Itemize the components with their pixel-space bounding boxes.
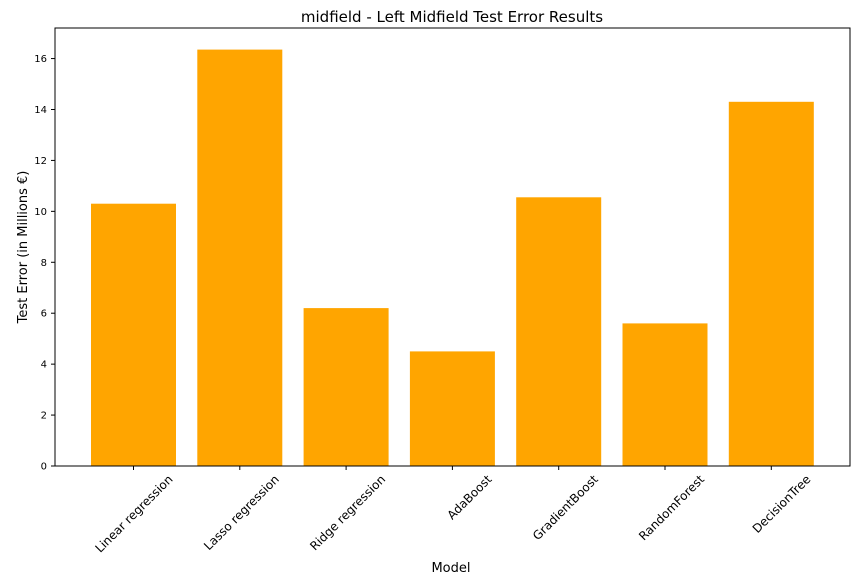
y-tick-label: 0 <box>41 462 47 473</box>
y-tick-label: 16 <box>34 54 47 65</box>
y-axis-ticks: 0 2 4 6 8 10 12 14 16 <box>34 54 55 473</box>
bar-ridge-regression <box>303 308 389 466</box>
x-tick-label: AdaBoost <box>444 472 494 522</box>
y-tick-label: 12 <box>34 156 47 167</box>
bar-randomforest <box>622 323 708 466</box>
x-tick-label: Ridge regression <box>307 472 388 553</box>
y-tick-label: 8 <box>41 258 47 269</box>
x-tick-label: Lasso regression <box>201 472 282 553</box>
bar-decisiontree <box>728 101 814 467</box>
y-tick-label: 14 <box>34 105 47 116</box>
x-tick-label: Linear regression <box>92 472 175 555</box>
bar-linear-regression <box>91 203 176 466</box>
y-axis-label: Test Error (in Millions €) <box>16 171 31 325</box>
x-axis-label: Model <box>431 561 470 576</box>
bars-group <box>91 49 814 467</box>
chart-title: midfield - Left Midfield Test Error Resu… <box>301 8 603 26</box>
bar-lasso-regression <box>197 49 283 466</box>
y-tick-label: 6 <box>41 309 47 320</box>
y-tick-label: 10 <box>34 207 47 218</box>
bar-adaboost <box>409 351 495 466</box>
bar-gradientboost <box>516 197 602 467</box>
y-tick-label: 2 <box>41 411 47 422</box>
x-axis-ticks: Linear regression Lasso regression Ridge r… <box>92 466 813 555</box>
y-tick-label: 4 <box>41 360 47 371</box>
x-tick-label: GradientBoost <box>530 472 601 543</box>
x-tick-label: DecisionTree <box>750 472 814 536</box>
x-tick-label: RandomForest <box>636 472 707 543</box>
